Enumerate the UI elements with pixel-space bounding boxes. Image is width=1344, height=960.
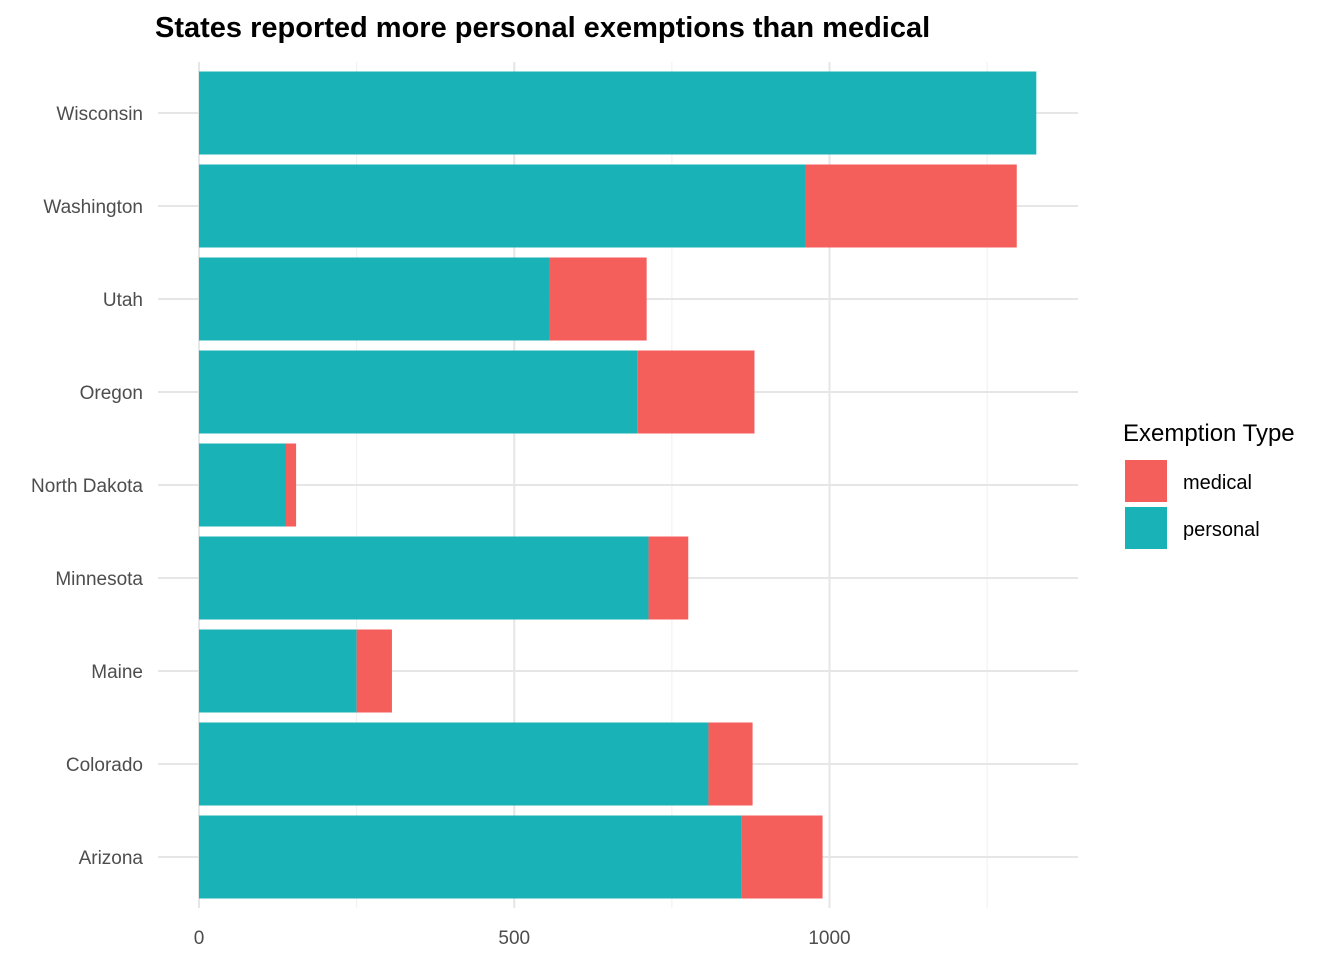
y-tick-label: Minnesota (55, 569, 143, 590)
bars (199, 71, 1037, 899)
bar-personal-utah (199, 257, 550, 341)
x-tick-label: 500 (498, 928, 530, 949)
x-tick-label: 1000 (808, 928, 850, 949)
y-tick-label: North Dakota (31, 476, 143, 497)
bar-medical-arizona (741, 815, 823, 899)
y-tick-label: Washington (43, 197, 143, 218)
bar-medical-north-dakota (286, 443, 297, 527)
bar-personal-maine (199, 629, 357, 713)
x-tick-label: 0 (194, 928, 205, 949)
y-tick-label: Colorado (66, 755, 143, 776)
bar-medical-maine (356, 629, 392, 713)
legend-key-personal (1125, 507, 1167, 549)
bar-personal-wisconsin (199, 71, 1037, 155)
legend-label-medical: medical (1183, 472, 1252, 494)
bar-personal-washington (199, 164, 806, 248)
legend: Exemption Type medical personal (1123, 420, 1295, 549)
bar-personal-north-dakota (199, 443, 287, 527)
bar-personal-arizona (199, 815, 742, 899)
bar-medical-colorado (708, 722, 753, 806)
y-axis-labels: Wisconsin Washington Utah Oregon North Dakot… (31, 104, 143, 869)
bar-personal-colorado (199, 722, 709, 806)
bar-medical-washington (805, 164, 1017, 248)
y-tick-label: Oregon (80, 383, 143, 404)
y-tick-label: Wisconsin (56, 104, 143, 125)
legend-entries: medical personal (1125, 460, 1260, 549)
bar-medical-minnesota (648, 536, 689, 620)
chart-title: States reported more personal exemptions… (155, 12, 930, 44)
y-tick-label: Utah (103, 290, 143, 311)
legend-key-medical (1125, 460, 1167, 502)
y-tick-label: Maine (91, 662, 143, 683)
bar-medical-oregon (637, 350, 755, 434)
y-tick-label: Arizona (79, 848, 144, 869)
bar-personal-minnesota (199, 536, 649, 620)
legend-label-personal: personal (1183, 519, 1260, 541)
legend-title: Exemption Type (1123, 420, 1295, 447)
bar-personal-oregon (199, 350, 638, 434)
x-axis-labels: 0 500 1000 (194, 928, 851, 949)
bar-medical-utah (549, 257, 647, 341)
